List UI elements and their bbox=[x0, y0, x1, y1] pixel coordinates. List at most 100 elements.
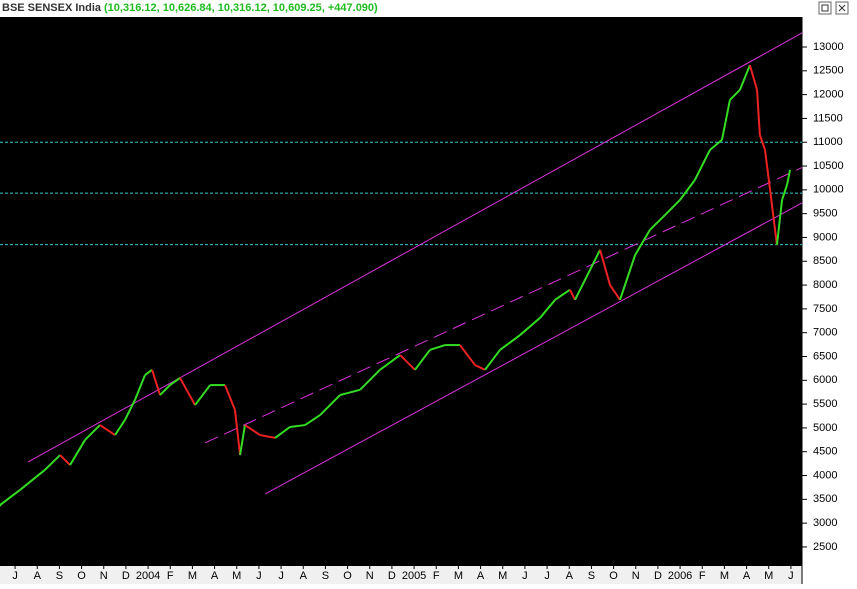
price-segment bbox=[144, 369, 153, 376]
x-tick-label: M bbox=[232, 570, 241, 582]
trend-line bbox=[264, 202, 803, 495]
x-tick-label: S bbox=[588, 570, 595, 582]
price-segment bbox=[259, 434, 276, 439]
y-tick-label: 11000 bbox=[813, 136, 843, 148]
restore-button[interactable] bbox=[818, 1, 832, 15]
price-segment bbox=[729, 89, 741, 101]
price-segment bbox=[763, 149, 772, 190]
x-tick-label: S bbox=[322, 570, 329, 582]
price-segment bbox=[304, 414, 321, 426]
price-segment bbox=[474, 364, 486, 371]
price-segment bbox=[134, 374, 146, 401]
x-tick-label: J bbox=[788, 570, 794, 582]
price-segment bbox=[151, 369, 161, 396]
x-tick-label: J bbox=[544, 570, 550, 582]
price-segment bbox=[649, 214, 666, 231]
x-tick-label: 2006 bbox=[668, 570, 692, 582]
price-segment bbox=[0, 489, 21, 506]
price-segment bbox=[786, 169, 792, 185]
x-tick-label: J bbox=[522, 570, 528, 582]
price-segment bbox=[679, 179, 696, 201]
chart-subtitle: (10,316.12, 10,626.84, 10,316.12, 10,609… bbox=[104, 2, 378, 14]
x-tick-label: M bbox=[498, 570, 507, 582]
price-segment bbox=[539, 299, 556, 319]
y-tick-label: 2500 bbox=[813, 541, 837, 553]
y-tick-label: 7000 bbox=[813, 327, 837, 339]
x-tick-label: J bbox=[12, 570, 18, 582]
price-segment bbox=[769, 189, 778, 246]
y-tick-label: 9000 bbox=[813, 231, 837, 243]
price-segment bbox=[429, 344, 446, 351]
price-segment bbox=[399, 354, 416, 371]
close-icon bbox=[838, 4, 846, 12]
y-tick-label: 12000 bbox=[813, 89, 844, 101]
price-segment bbox=[599, 249, 611, 286]
x-tick-label: 2005 bbox=[402, 570, 426, 582]
price-segment bbox=[359, 369, 381, 391]
price-segment bbox=[720, 99, 731, 141]
price-segment bbox=[179, 377, 196, 406]
window-buttons[interactable] bbox=[818, 1, 849, 15]
y-tick-label: 4000 bbox=[813, 469, 837, 481]
x-tick-label: A bbox=[477, 570, 485, 582]
x-tick-label: M bbox=[454, 570, 463, 582]
x-tick-label: M bbox=[764, 570, 773, 582]
price-segment bbox=[459, 344, 476, 366]
x-tick-label: D bbox=[388, 570, 396, 582]
x-tick-label: A bbox=[300, 570, 308, 582]
price-segment bbox=[775, 199, 784, 246]
price-segment bbox=[499, 334, 521, 351]
price-segment bbox=[554, 289, 571, 301]
x-tick-label: O bbox=[343, 570, 352, 582]
x-tick-label: F bbox=[167, 570, 174, 582]
price-segment bbox=[194, 384, 211, 406]
x-tick-label: D bbox=[122, 570, 130, 582]
x-tick-label: F bbox=[433, 570, 440, 582]
y-tick-label: 5000 bbox=[813, 422, 837, 434]
price-segment bbox=[634, 229, 651, 256]
y-tick-label: 4500 bbox=[813, 446, 837, 458]
y-tick-label: 10000 bbox=[813, 184, 844, 196]
price-segment bbox=[748, 64, 758, 91]
y-tick-label: 9500 bbox=[813, 208, 837, 220]
price-segment bbox=[609, 284, 621, 301]
y-tick-label: 8000 bbox=[813, 279, 837, 291]
y-tick-label: 5500 bbox=[813, 398, 837, 410]
price-segment bbox=[414, 349, 431, 371]
y-tick-label: 10500 bbox=[813, 160, 844, 172]
price-segment bbox=[379, 354, 401, 371]
y-tick-label: 8500 bbox=[813, 255, 837, 267]
trend-line bbox=[27, 32, 803, 463]
x-tick-label: O bbox=[609, 570, 618, 582]
y-tick-label: 3500 bbox=[813, 493, 837, 505]
price-segment bbox=[519, 317, 541, 336]
x-tick-label: S bbox=[56, 570, 63, 582]
x-tick-label: F bbox=[699, 570, 706, 582]
price-segment bbox=[319, 394, 341, 416]
price-segment bbox=[694, 149, 711, 181]
trend-line bbox=[204, 167, 803, 444]
price-segment bbox=[739, 64, 751, 91]
price-segment bbox=[589, 249, 601, 271]
chart-title: BSE SENSEX India bbox=[2, 2, 102, 14]
price-segment bbox=[114, 419, 126, 436]
price-segment bbox=[59, 454, 71, 466]
y-tick-label: 6500 bbox=[813, 350, 837, 362]
restore-icon bbox=[821, 4, 829, 12]
price-segment bbox=[758, 134, 766, 151]
x-tick-label: A bbox=[34, 570, 42, 582]
price-segment bbox=[159, 384, 171, 396]
price-segment bbox=[569, 289, 576, 301]
price-segment bbox=[44, 454, 61, 471]
price-segment bbox=[233, 409, 242, 456]
price-segment bbox=[484, 349, 501, 371]
price-segment bbox=[244, 424, 261, 436]
price-segment bbox=[709, 139, 723, 151]
price-segment bbox=[619, 254, 637, 301]
price-segment bbox=[169, 377, 181, 386]
price-segment bbox=[756, 89, 761, 136]
x-tick-label: N bbox=[100, 570, 108, 582]
y-tick-label: 3000 bbox=[813, 517, 837, 529]
x-tick-label: O bbox=[77, 570, 86, 582]
price-segment bbox=[99, 424, 116, 436]
